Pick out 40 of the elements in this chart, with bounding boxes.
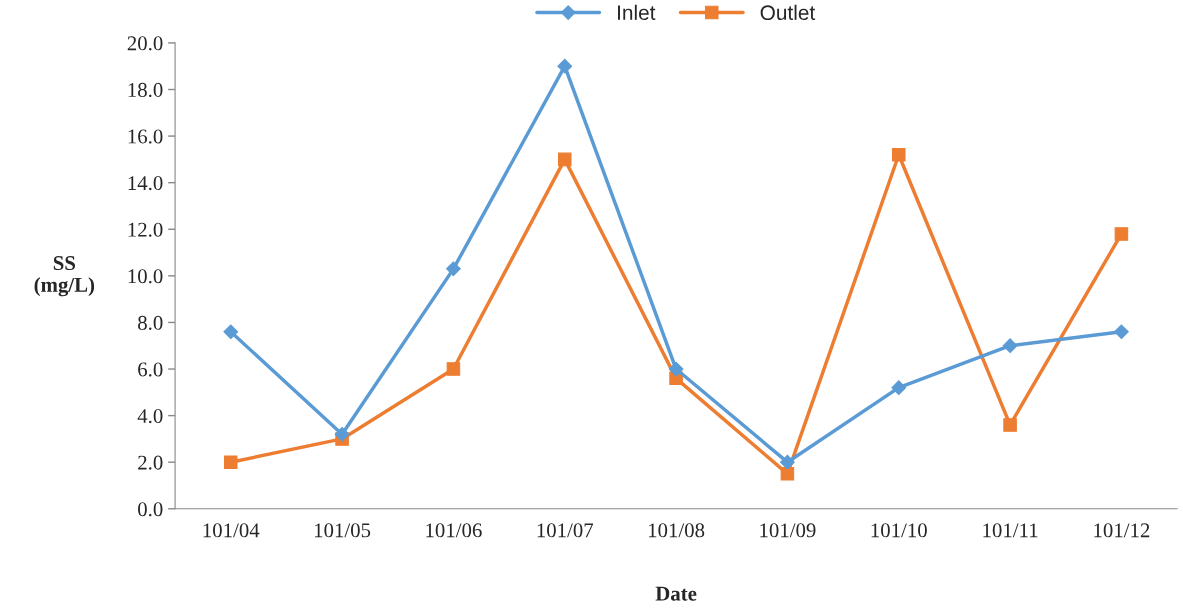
- y-tick-label: 0.0: [138, 502, 163, 517]
- point: [780, 454, 795, 470]
- point: [780, 467, 795, 481]
- x-tick-label: 101/07: [537, 523, 594, 538]
- y-tick-label: 8.0: [138, 315, 163, 330]
- y-tick-label: 14.0: [128, 176, 163, 191]
- point: [1002, 338, 1018, 354]
- y-tick-label: 2.0: [138, 455, 163, 470]
- point: [223, 324, 239, 340]
- point: [1003, 418, 1017, 432]
- y-tick-label: 18.0: [128, 82, 163, 98]
- y-tick-label: 12.0: [128, 222, 163, 237]
- y-axis-title: SS (mg/L): [34, 256, 95, 297]
- legend-label: Inlet: [618, 4, 656, 21]
- y-tick-label: 20.0: [127, 36, 163, 51]
- point: [891, 147, 906, 162]
- point: [446, 362, 461, 376]
- point: [557, 58, 573, 74]
- point: [1114, 324, 1129, 340]
- y-tick-label: 16.0: [128, 129, 163, 144]
- x-tick-label: 101/12: [1094, 523, 1150, 538]
- point: [557, 152, 572, 167]
- legend-label: Outlet: [760, 4, 816, 21]
- x-tick-label: 101/04: [203, 523, 260, 538]
- x-tick-label: 101/08: [648, 523, 705, 538]
- point: [223, 455, 238, 469]
- x-tick-label: 101/11: [983, 523, 1038, 538]
- point: [334, 426, 350, 442]
- x-axis-title: Date: [655, 586, 697, 601]
- point: [1114, 227, 1129, 241]
- point: [891, 380, 907, 396]
- y-tick-label: 6.0: [138, 362, 163, 377]
- x-tick-label: 101/10: [871, 523, 927, 538]
- y-tick-label: 10.0: [128, 269, 163, 284]
- x-tick-label: 101/05: [314, 523, 371, 538]
- y-tick-label: 4.0: [137, 408, 163, 424]
- x-tick-label: 101/09: [760, 523, 816, 538]
- point: [668, 361, 684, 377]
- x-tick-label: 101/06: [426, 523, 482, 538]
- point: [446, 261, 461, 277]
